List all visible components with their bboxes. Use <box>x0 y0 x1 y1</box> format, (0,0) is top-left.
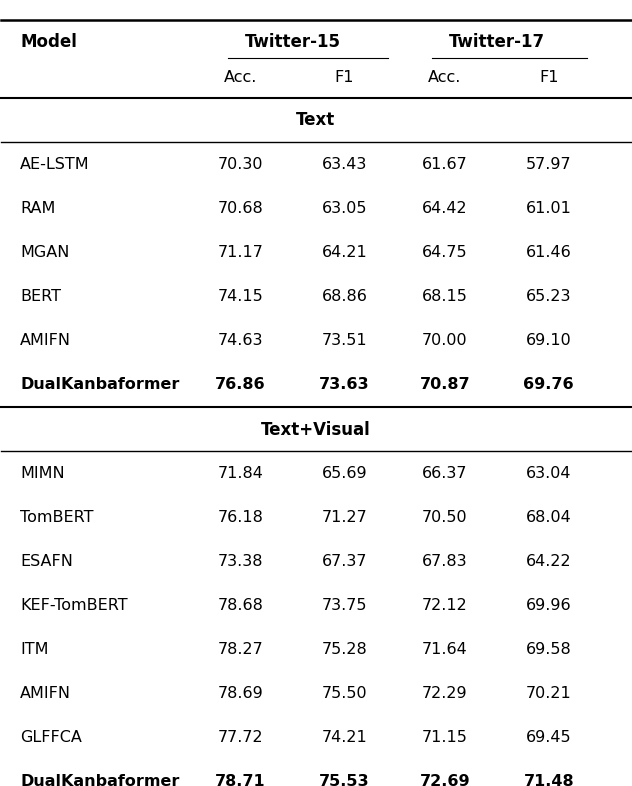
Text: 61.46: 61.46 <box>526 245 572 260</box>
Text: 61.01: 61.01 <box>526 201 572 216</box>
Text: 71.15: 71.15 <box>422 730 468 745</box>
Text: AMIFN: AMIFN <box>20 332 71 347</box>
Text: 69.76: 69.76 <box>523 376 574 391</box>
Text: 70.00: 70.00 <box>422 332 468 347</box>
Text: 67.83: 67.83 <box>422 554 468 569</box>
Text: F1: F1 <box>334 71 354 86</box>
Text: 68.86: 68.86 <box>322 288 367 304</box>
Text: 69.96: 69.96 <box>526 598 571 613</box>
Text: 74.21: 74.21 <box>322 730 367 745</box>
Text: F1: F1 <box>539 71 559 86</box>
Text: 74.15: 74.15 <box>217 288 264 304</box>
Text: 78.71: 78.71 <box>215 774 266 786</box>
Text: ESAFN: ESAFN <box>20 554 73 569</box>
Text: DualKanbaformer: DualKanbaformer <box>20 774 179 786</box>
Text: 65.23: 65.23 <box>526 288 571 304</box>
Text: Acc.: Acc. <box>224 71 257 86</box>
Text: 70.87: 70.87 <box>420 376 470 391</box>
Text: 76.86: 76.86 <box>215 376 266 391</box>
Text: 70.21: 70.21 <box>526 686 572 701</box>
Text: AMIFN: AMIFN <box>20 686 71 701</box>
Text: Twitter-15: Twitter-15 <box>245 32 341 50</box>
Text: 63.04: 63.04 <box>526 466 571 481</box>
Text: BERT: BERT <box>20 288 61 304</box>
Text: 57.97: 57.97 <box>526 157 571 172</box>
Text: 74.63: 74.63 <box>218 332 264 347</box>
Text: 78.27: 78.27 <box>217 642 264 657</box>
Text: 70.68: 70.68 <box>217 201 264 216</box>
Text: 63.05: 63.05 <box>322 201 367 216</box>
Text: 75.53: 75.53 <box>319 774 370 786</box>
Text: TomBERT: TomBERT <box>20 510 94 525</box>
Text: Text+Visual: Text+Visual <box>261 421 371 439</box>
Text: 71.64: 71.64 <box>422 642 468 657</box>
Text: Text: Text <box>296 112 336 130</box>
Text: 64.22: 64.22 <box>526 554 571 569</box>
Text: 72.29: 72.29 <box>422 686 468 701</box>
Text: 68.04: 68.04 <box>526 510 572 525</box>
Text: Twitter-17: Twitter-17 <box>449 32 545 50</box>
Text: KEF-TomBERT: KEF-TomBERT <box>20 598 128 613</box>
Text: 73.63: 73.63 <box>319 376 370 391</box>
Text: 63.43: 63.43 <box>322 157 367 172</box>
Text: 76.18: 76.18 <box>217 510 264 525</box>
Text: 71.84: 71.84 <box>217 466 264 481</box>
Text: 66.37: 66.37 <box>422 466 468 481</box>
Text: 75.50: 75.50 <box>322 686 367 701</box>
Text: 70.30: 70.30 <box>218 157 264 172</box>
Text: AE-LSTM: AE-LSTM <box>20 157 90 172</box>
Text: 72.69: 72.69 <box>420 774 470 786</box>
Text: 78.69: 78.69 <box>217 686 264 701</box>
Text: DualKanbaformer: DualKanbaformer <box>20 376 179 391</box>
Text: 69.10: 69.10 <box>526 332 572 347</box>
Text: 75.28: 75.28 <box>322 642 367 657</box>
Text: ITM: ITM <box>20 642 49 657</box>
Text: 71.27: 71.27 <box>322 510 367 525</box>
Text: RAM: RAM <box>20 201 56 216</box>
Text: 73.75: 73.75 <box>322 598 367 613</box>
Text: MIMN: MIMN <box>20 466 65 481</box>
Text: 64.42: 64.42 <box>422 201 468 216</box>
Text: 73.38: 73.38 <box>218 554 264 569</box>
Text: 68.15: 68.15 <box>422 288 468 304</box>
Text: 69.45: 69.45 <box>526 730 571 745</box>
Text: 64.21: 64.21 <box>322 245 367 260</box>
Text: GLFFCA: GLFFCA <box>20 730 82 745</box>
Text: 77.72: 77.72 <box>217 730 264 745</box>
Text: 73.51: 73.51 <box>322 332 367 347</box>
Text: 72.12: 72.12 <box>422 598 468 613</box>
Text: 71.17: 71.17 <box>217 245 264 260</box>
Text: 70.50: 70.50 <box>422 510 468 525</box>
Text: 61.67: 61.67 <box>422 157 468 172</box>
Text: 67.37: 67.37 <box>322 554 367 569</box>
Text: 69.58: 69.58 <box>526 642 572 657</box>
Text: 71.48: 71.48 <box>523 774 574 786</box>
Text: MGAN: MGAN <box>20 245 70 260</box>
Text: 78.68: 78.68 <box>217 598 264 613</box>
Text: 64.75: 64.75 <box>422 245 468 260</box>
Text: Model: Model <box>20 32 77 50</box>
Text: 65.69: 65.69 <box>322 466 367 481</box>
Text: Acc.: Acc. <box>428 71 462 86</box>
